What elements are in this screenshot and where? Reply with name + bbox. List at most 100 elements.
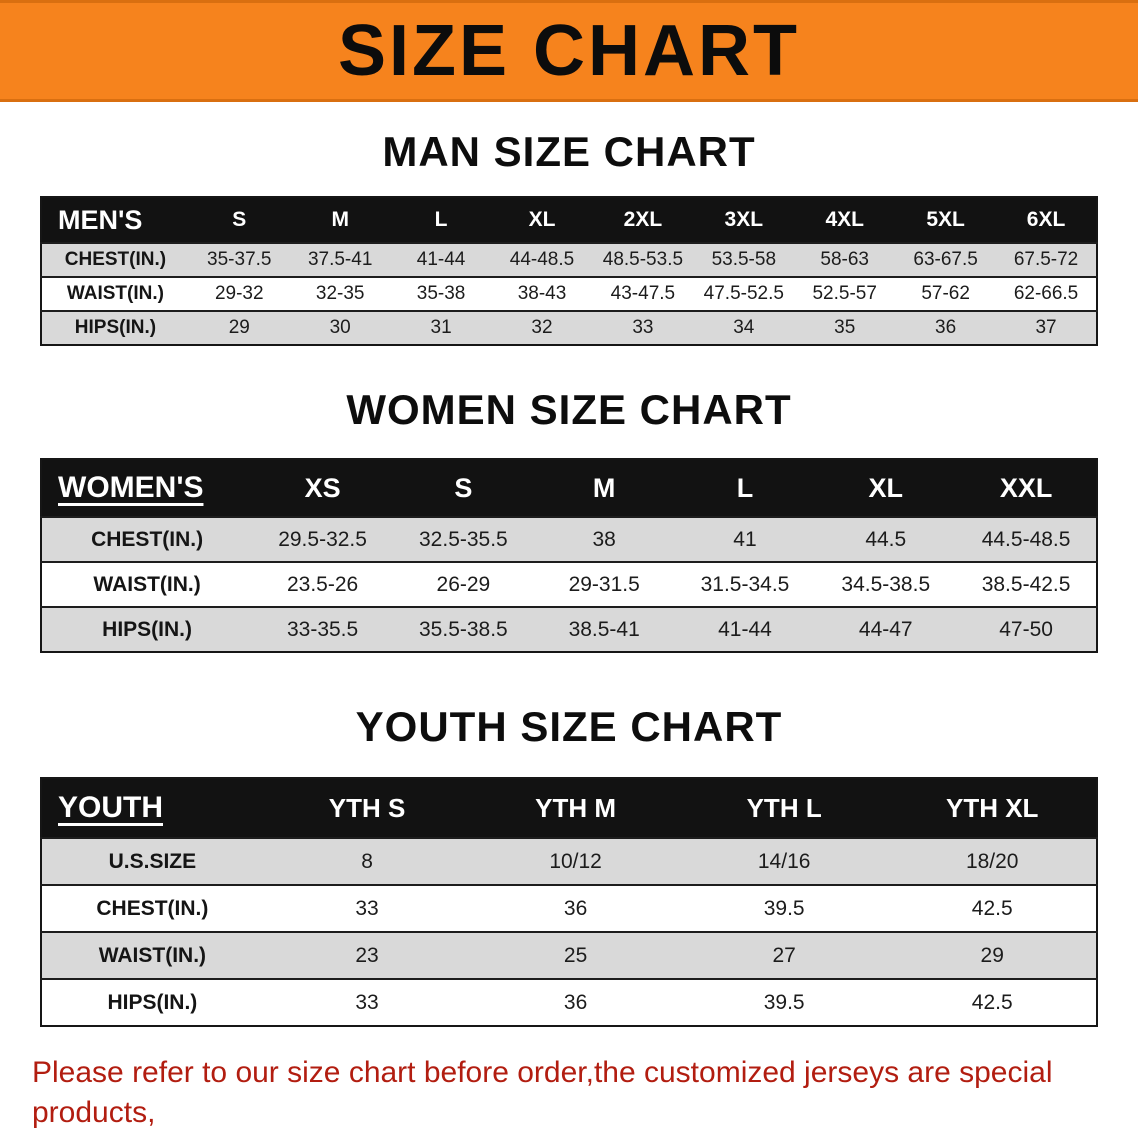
column-header: M [533, 459, 675, 517]
table-cell: 44-48.5 [509, 249, 575, 270]
table-cell: 32.5-35.5 [419, 527, 508, 551]
disclaimer-line-1: Please refer to our size chart before or… [32, 1056, 1053, 1129]
table-cell: 8 [361, 849, 373, 873]
table-cell: 42.5 [971, 990, 1013, 1014]
row-label: CHEST(IN.) [96, 896, 209, 920]
row-label: WAIST(IN.) [93, 572, 201, 596]
row-label: WAIST(IN.) [66, 283, 164, 304]
table-cell: 27 [772, 943, 796, 967]
column-header: L [674, 459, 816, 517]
column-header: XL [815, 459, 957, 517]
table-cell: 14/16 [757, 849, 811, 873]
column-header: YTH L [679, 778, 889, 838]
row-label: CHEST(IN.) [91, 527, 204, 551]
table-cell: 32 [531, 317, 553, 338]
table-cell: 30 [329, 317, 351, 338]
table-cell: 36 [563, 896, 588, 920]
table-row: HIPS(IN.) 33-35.5 35.5-38.5 38.5-41 41-44 44-… [41, 607, 1097, 652]
table-cell: 43-47.5 [610, 283, 676, 304]
youth-size-chart-heading: YOUTH SIZE CHART [355, 703, 783, 750]
column-header: 6XL [996, 197, 1097, 243]
table-row: WAIST(IN.) 29-32 32-35 35-38 38-43 43-47.5 47.… [41, 277, 1097, 311]
table-cell: 48.5-53.5 [602, 249, 684, 270]
table-cell: 23 [355, 943, 379, 967]
table-cell: 35.5-38.5 [419, 617, 508, 641]
table-cell: 33 [355, 990, 379, 1014]
table-cell: 29 [228, 317, 250, 338]
table-row: CHEST(IN.) 33 36 39.5 42.5 [41, 885, 1097, 932]
table-cell: 38 [592, 527, 616, 551]
table-cell: 36 [935, 317, 957, 338]
table-cell: 37 [1035, 317, 1057, 338]
page-title: SIZE CHART [338, 11, 800, 91]
row-label: HIPS(IN.) [107, 990, 198, 1014]
row-label: U.S.SIZE [108, 849, 197, 873]
table-cell: 35-38 [416, 283, 466, 304]
table-cell: 38.5-42.5 [981, 572, 1071, 596]
table-row: WAIST(IN.) 23 25 27 29 [41, 932, 1097, 979]
table-cell: 57-62 [921, 283, 970, 304]
column-header: 5XL [895, 197, 997, 243]
column-header: YTH M [471, 778, 680, 838]
table-cell: 63-67.5 [913, 249, 978, 270]
row-label: HIPS(IN.) [74, 317, 157, 338]
table-cell: 67.5-72 [1013, 249, 1079, 270]
table-cell: 42.5 [971, 896, 1013, 920]
column-header: M [289, 197, 391, 243]
table-cell: 38.5-41 [568, 617, 640, 641]
men-table-container: MEN'S S M L XL 2XL 3XL 4XL 5XL 6XL CHEST(IN.) 35-37… [0, 196, 1138, 346]
women-table-container: WOMEN'S XS S M L XL XXL CHEST(IN.) 29.5-32.5 32.5… [0, 458, 1138, 653]
table-cell: 62-66.5 [1013, 283, 1079, 304]
column-header: 3XL [693, 197, 795, 243]
header-row: YOUTH YTH S YTH M YTH L YTH XL [41, 778, 1097, 838]
column-header: S [188, 197, 290, 243]
table-cell: 29-32 [214, 283, 264, 304]
column-header: 4XL [794, 197, 896, 243]
row-label: WAIST(IN.) [98, 943, 207, 967]
women-size-table: WOMEN'S XS S M L XL XXL CHEST(IN.) 29.5-32.5 32.5… [40, 458, 1098, 653]
table-cell: 38-43 [517, 283, 567, 304]
table-cell: 29.5-32.5 [278, 527, 367, 551]
table-cell: 34 [733, 317, 755, 338]
column-header: L [390, 197, 492, 243]
table-cell: 31 [430, 317, 452, 338]
table-cell: 33-35.5 [286, 617, 359, 641]
table-cell: 29-31.5 [568, 572, 640, 596]
table-cell: 52.5-57 [812, 283, 877, 304]
column-header: XS [252, 459, 393, 517]
column-header: YTH XL [888, 778, 1097, 838]
column-header: YTH S [262, 778, 472, 838]
table-cell: 10/12 [549, 849, 602, 873]
table-row: HIPS(IN.) 33 36 39.5 42.5 [41, 979, 1097, 1026]
banner: SIZE CHART [0, 0, 1138, 102]
row-label: CHEST(IN.) [64, 249, 167, 270]
table-cell: 35-37.5 [207, 249, 272, 270]
table-row: HIPS(IN.) 29 30 31 32 33 34 35 36 37 [41, 311, 1097, 345]
table-cell: 25 [563, 943, 588, 967]
women-size-chart-heading: WOMEN SIZE CHART [346, 386, 792, 433]
table-cell: 33 [632, 317, 654, 338]
table-title-cell: WOMEN'S [41, 459, 253, 517]
table-row: WAIST(IN.) 23.5-26 26-29 29-31.5 31.5-34.5 34… [41, 562, 1097, 607]
men-section: MAN SIZE CHART MEN'S S M L XL 2XL 3XL 4XL 5XL 6XL… [0, 102, 1138, 346]
table-cell: 36 [563, 990, 588, 1014]
table-row: CHEST(IN.) 29.5-32.5 32.5-35.5 38 41 44.5 44.5… [41, 517, 1097, 562]
row-label: HIPS(IN.) [102, 617, 193, 641]
table-cell: 58-63 [820, 249, 870, 270]
table-cell: 33 [355, 896, 379, 920]
table-cell: 47.5-52.5 [703, 283, 784, 304]
table-cell: 41 [733, 527, 757, 551]
column-header: XL [491, 197, 593, 243]
table-row: U.S.SIZE 8 10/12 14/16 18/20 [41, 838, 1097, 885]
table-cell: 37.5-41 [307, 249, 373, 270]
table-cell: 41-44 [718, 617, 772, 641]
table-cell: 44.5-48.5 [981, 527, 1071, 551]
table-title-cell: YOUTH [41, 778, 263, 838]
table-cell: 34.5-38.5 [841, 572, 931, 596]
youth-size-table: YOUTH YTH S YTH M YTH L YTH XL U.S.SIZE 8 10/12… [40, 777, 1098, 1027]
table-cell: 53.5-58 [711, 249, 777, 270]
column-header: XXL [956, 459, 1097, 517]
youth-table-container: YOUTH YTH S YTH M YTH L YTH XL U.S.SIZE 8 10/12… [0, 777, 1138, 1027]
table-cell: 32-35 [315, 283, 365, 304]
